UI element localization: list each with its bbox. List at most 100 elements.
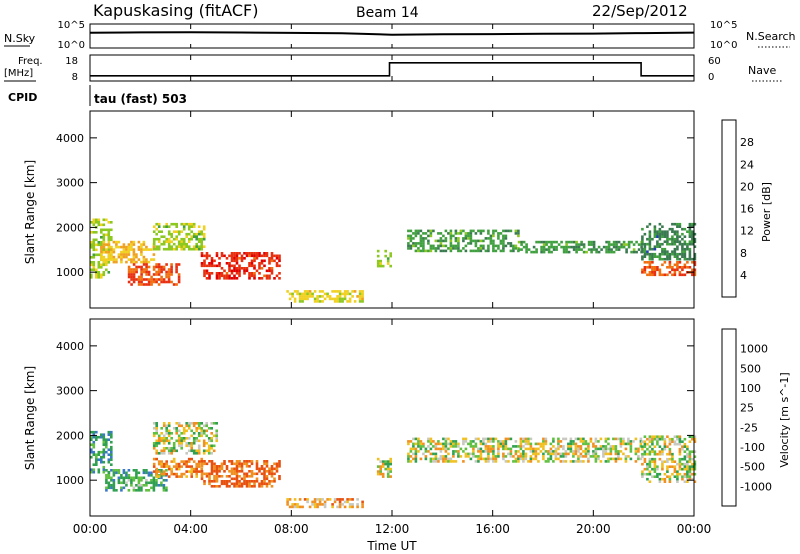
velocity-cell	[90, 470, 93, 474]
power-cell	[678, 261, 682, 264]
power-cell	[170, 247, 173, 251]
velocity-cell	[497, 447, 500, 451]
velocity-cell	[145, 484, 148, 487]
power-cell	[142, 240, 146, 244]
velocity-cell	[210, 432, 213, 435]
velocity-cell	[238, 470, 241, 473]
velocity-cell	[627, 437, 630, 441]
velocity-cell	[105, 476, 108, 480]
velocity-cell	[238, 465, 241, 468]
velocity-cell	[250, 470, 254, 473]
velocity-cell	[92, 470, 96, 474]
power-cell	[197, 247, 201, 251]
power-cell	[457, 249, 460, 253]
power-cell	[605, 250, 608, 254]
power-cell	[170, 273, 173, 276]
velocity-cell	[147, 481, 151, 485]
velocity-band-5	[286, 498, 364, 509]
velocity-cell	[658, 435, 662, 438]
velocity-cell	[195, 427, 198, 430]
power-cell	[412, 244, 415, 248]
power-cell	[502, 239, 505, 243]
velocity-cell	[489, 437, 493, 441]
velocity-cell	[537, 452, 540, 456]
power-cell	[678, 273, 682, 277]
velocity-cell	[270, 480, 274, 483]
velocity-cell	[107, 476, 111, 480]
velocity-cell	[233, 472, 236, 476]
velocity-cell	[529, 445, 533, 448]
velocity-cell	[220, 465, 224, 468]
velocity-cell	[192, 424, 196, 428]
velocity-cell	[572, 442, 575, 446]
power-cell	[489, 234, 493, 238]
power-cell	[499, 249, 503, 253]
velocity-cell	[100, 458, 103, 461]
power-cell	[92, 253, 96, 257]
power-cell	[100, 231, 103, 234]
velocity-cell	[502, 457, 505, 461]
power-cell	[686, 257, 689, 261]
velocity-cell	[125, 474, 128, 477]
velocity-cell	[552, 452, 555, 456]
velocity-cell	[417, 450, 420, 453]
velocity-cell	[444, 457, 448, 461]
power-cell	[651, 255, 654, 258]
velocity-cell	[527, 440, 530, 443]
power-cell	[210, 272, 214, 275]
velocity-cell	[592, 455, 595, 458]
power-cell	[92, 231, 96, 234]
velocity-cell	[507, 460, 510, 463]
velocity-cell	[177, 465, 181, 468]
power-cell	[122, 245, 126, 249]
power-cell	[535, 240, 538, 244]
velocity-cell	[457, 442, 460, 446]
power-cell	[92, 261, 96, 264]
velocity-cell	[95, 453, 98, 456]
velocity-cell	[552, 460, 555, 463]
power-cell	[92, 243, 96, 247]
power-cell	[187, 237, 191, 241]
power-cell	[641, 235, 644, 238]
power-cell	[487, 237, 490, 240]
power-cell	[532, 245, 536, 249]
power-cell	[641, 237, 644, 241]
power-cell	[208, 277, 211, 280]
power-cell	[195, 235, 198, 238]
velocity-cell	[412, 452, 415, 456]
velocity-cell	[646, 462, 649, 466]
power-cell	[361, 295, 364, 298]
power-cell	[122, 243, 126, 246]
power-cell	[177, 275, 181, 279]
x-tick-label: 08:00	[274, 522, 309, 536]
power-cell	[197, 237, 201, 241]
velocity-cell	[105, 479, 108, 482]
power-cell	[607, 248, 611, 251]
velocity-cell	[557, 445, 560, 448]
velocity-cell	[489, 447, 493, 451]
velocity-cell	[524, 440, 528, 443]
velocity-cell	[348, 498, 352, 501]
power-cell	[152, 237, 156, 241]
velocity-cell	[180, 447, 183, 450]
power-cell	[651, 257, 654, 261]
velocity-cell	[316, 505, 319, 509]
power-cell	[130, 270, 133, 274]
velocity-cell	[609, 452, 613, 456]
velocity-cell	[663, 440, 667, 443]
velocity-cell	[220, 482, 224, 486]
velocity-cell	[328, 498, 332, 501]
velocity-cell	[270, 470, 274, 473]
velocity-cell	[434, 447, 438, 451]
power-cell	[681, 252, 684, 256]
power-cell	[142, 260, 146, 264]
velocity-cell	[175, 429, 178, 433]
velocity-cell	[120, 474, 123, 477]
velocity-cell	[482, 442, 485, 446]
power-cell	[474, 244, 478, 248]
velocity-cell	[260, 467, 264, 471]
velocity-cell	[195, 470, 198, 473]
velocity-cell	[210, 465, 214, 468]
velocity-cell	[686, 477, 689, 481]
freq-left-tick-bottom: 8	[72, 72, 78, 83]
